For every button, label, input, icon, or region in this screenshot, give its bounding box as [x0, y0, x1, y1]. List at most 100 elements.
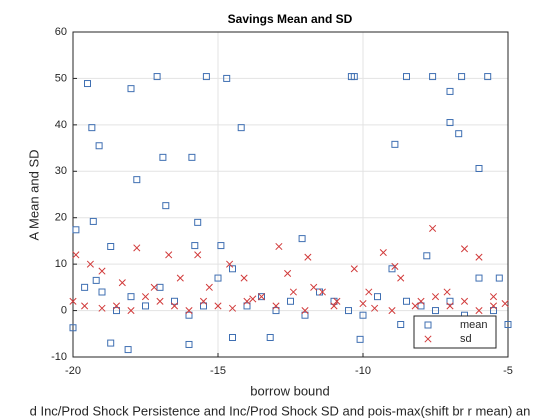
- square-marker: [446, 119, 454, 127]
- x-marker: [501, 300, 509, 308]
- x-marker: [475, 307, 483, 315]
- x-marker: [243, 297, 251, 305]
- square-marker: [223, 74, 231, 82]
- square-marker: [484, 73, 492, 81]
- x-marker: [72, 251, 80, 259]
- x-marker: [359, 300, 367, 308]
- x-marker: [275, 242, 283, 251]
- x-marker: [98, 304, 106, 312]
- square-marker: [95, 142, 103, 150]
- x-axis-label-line2: d Inc/Prod Shock Persistence and Inc/Pro…: [30, 403, 531, 418]
- square-marker: [359, 311, 367, 319]
- square-marker: [107, 339, 115, 347]
- square-marker: [356, 335, 364, 343]
- x-marker: [417, 297, 425, 305]
- legend-marker: [424, 335, 432, 343]
- legend-label: sd: [460, 333, 472, 345]
- square-marker: [287, 297, 294, 305]
- square-marker: [214, 274, 222, 282]
- x-marker: [214, 302, 222, 310]
- y-axis-label: A Mean and SD: [26, 149, 41, 240]
- x-marker: [318, 288, 326, 296]
- x-marker: [310, 283, 318, 291]
- x-marker: [489, 293, 498, 301]
- square-marker: [391, 140, 399, 148]
- x-marker: [397, 274, 405, 282]
- x-marker: [226, 260, 234, 268]
- square-marker: [72, 226, 80, 234]
- x-marker: [301, 307, 309, 315]
- square-marker: [127, 85, 135, 93]
- x-marker: [446, 302, 454, 310]
- square-marker: [229, 265, 236, 273]
- x-marker: [388, 307, 396, 315]
- x-marker: [365, 288, 373, 296]
- plot-area: [73, 32, 508, 357]
- x-marker: [489, 302, 498, 310]
- x-marker: [391, 262, 399, 271]
- square-marker: [69, 324, 77, 332]
- square-marker: [475, 165, 483, 172]
- square-marker: [446, 87, 454, 95]
- square-marker: [301, 311, 309, 319]
- x-marker: [289, 288, 297, 296]
- axes-box: [72, 31, 509, 358]
- square-marker: [458, 73, 466, 81]
- square-marker: [133, 176, 141, 184]
- square-marker: [89, 217, 97, 225]
- x-marker: [165, 251, 173, 259]
- square-marker: [127, 293, 135, 301]
- x-marker: [199, 297, 208, 305]
- square-marker: [266, 334, 274, 341]
- square-marker: [237, 124, 245, 132]
- legend-box: [413, 315, 497, 349]
- x-marker: [112, 302, 121, 310]
- x-marker: [240, 274, 248, 282]
- square-marker: [191, 242, 199, 250]
- x-marker: [443, 288, 451, 296]
- chart-title: Savings Mean and SD: [228, 12, 353, 26]
- x-marker: [371, 304, 379, 312]
- square-marker: [98, 288, 106, 296]
- square-marker: [455, 130, 463, 138]
- square-marker: [217, 242, 225, 250]
- x-marker: [141, 293, 150, 301]
- x-marker: [460, 245, 469, 253]
- x-marker: [330, 302, 338, 310]
- square-marker: [446, 297, 454, 305]
- y-tick-label: 10: [55, 258, 67, 270]
- x-marker: [350, 265, 358, 273]
- x-marker: [429, 224, 437, 232]
- y-tick-label: 20: [55, 212, 67, 224]
- square-marker: [272, 307, 280, 315]
- square-marker: [142, 302, 149, 310]
- x-marker: [228, 304, 237, 312]
- square-marker: [350, 73, 358, 81]
- x-marker: [150, 283, 158, 291]
- square-marker: [107, 243, 115, 250]
- square-marker: [171, 297, 178, 305]
- x-marker: [284, 269, 292, 277]
- square-marker: [229, 334, 236, 341]
- square-marker: [345, 307, 352, 315]
- x-marker: [170, 302, 179, 310]
- square-marker: [429, 73, 437, 81]
- x-tick-label: -15: [210, 365, 226, 377]
- square-marker: [374, 293, 381, 301]
- square-marker: [124, 346, 132, 354]
- x-marker: [304, 253, 312, 261]
- square-marker: [504, 321, 512, 328]
- square-marker: [92, 276, 100, 284]
- square-marker: [432, 307, 439, 315]
- legend-marker: [424, 321, 432, 329]
- x-marker: [411, 302, 419, 310]
- square-marker: [403, 297, 410, 305]
- square-marker: [84, 80, 91, 88]
- x-marker: [69, 297, 77, 305]
- square-marker: [156, 283, 164, 291]
- square-marker: [475, 274, 483, 282]
- square-marker: [495, 274, 503, 282]
- square-marker: [88, 124, 96, 132]
- x-marker: [460, 297, 469, 305]
- square-marker: [188, 153, 196, 161]
